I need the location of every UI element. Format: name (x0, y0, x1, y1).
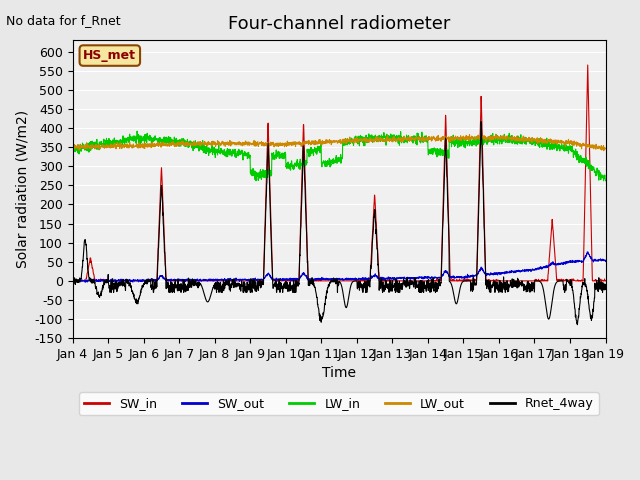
LW_out (602, 145, 609, 151)
LW_in (555, 144, 563, 150)
SW_in (570, 276, 577, 282)
LW_out (69, 147, 77, 153)
SW_in (584, 62, 591, 68)
LW_in (366, 132, 374, 138)
Rnet_4way (602, 284, 609, 289)
LW_in (600, 178, 607, 184)
SW_out (218, 276, 225, 282)
Legend: SW_in, SW_out, LW_in, LW_out, Rnet_4way: SW_in, SW_out, LW_in, LW_out, Rnet_4way (79, 392, 599, 415)
SW_in (555, 278, 563, 284)
Title: Four-channel radiometer: Four-channel radiometer (228, 15, 451, 33)
LW_in (355, 138, 362, 144)
SW_out (602, 259, 609, 264)
Rnet_4way (69, 278, 77, 284)
SW_in (218, 278, 225, 284)
LW_out (355, 140, 362, 145)
Text: HS_met: HS_met (83, 49, 136, 62)
Rnet_4way (570, 291, 577, 297)
Rnet_4way (355, 285, 362, 290)
Rnet_4way (366, 284, 374, 290)
LW_out (366, 138, 374, 144)
Line: SW_in: SW_in (73, 65, 605, 281)
SW_in (366, 276, 374, 282)
Text: No data for f_Rnet: No data for f_Rnet (6, 14, 121, 27)
SW_out (584, 249, 591, 255)
SW_in (494, 278, 502, 284)
LW_in (69, 142, 77, 147)
LW_in (494, 137, 502, 143)
X-axis label: Time: Time (322, 367, 356, 381)
SW_out (69, 278, 77, 284)
SW_out (366, 276, 374, 281)
Line: LW_out: LW_out (73, 134, 605, 151)
LW_out (600, 148, 607, 154)
LW_out (494, 135, 502, 141)
Y-axis label: Solar radiation (W/m2): Solar radiation (W/m2) (15, 110, 29, 268)
Rnet_4way (218, 289, 225, 295)
SW_in (69, 277, 77, 283)
SW_in (69, 278, 77, 284)
Rnet_4way (494, 283, 502, 288)
LW_in (133, 128, 141, 134)
LW_out (492, 132, 500, 137)
Line: SW_out: SW_out (73, 252, 605, 282)
SW_out (494, 271, 502, 276)
Rnet_4way (573, 322, 581, 327)
Line: LW_in: LW_in (73, 131, 605, 181)
LW_in (602, 178, 609, 184)
LW_out (218, 142, 225, 148)
LW_in (570, 155, 577, 160)
SW_out (81, 279, 89, 285)
LW_in (218, 146, 225, 152)
Rnet_4way (477, 119, 485, 124)
SW_in (355, 277, 362, 283)
SW_out (555, 261, 563, 267)
SW_out (355, 276, 362, 282)
SW_in (602, 278, 609, 284)
Line: Rnet_4way: Rnet_4way (73, 121, 605, 324)
LW_out (570, 139, 577, 145)
Rnet_4way (555, 278, 563, 284)
SW_out (570, 258, 577, 264)
LW_out (555, 138, 563, 144)
